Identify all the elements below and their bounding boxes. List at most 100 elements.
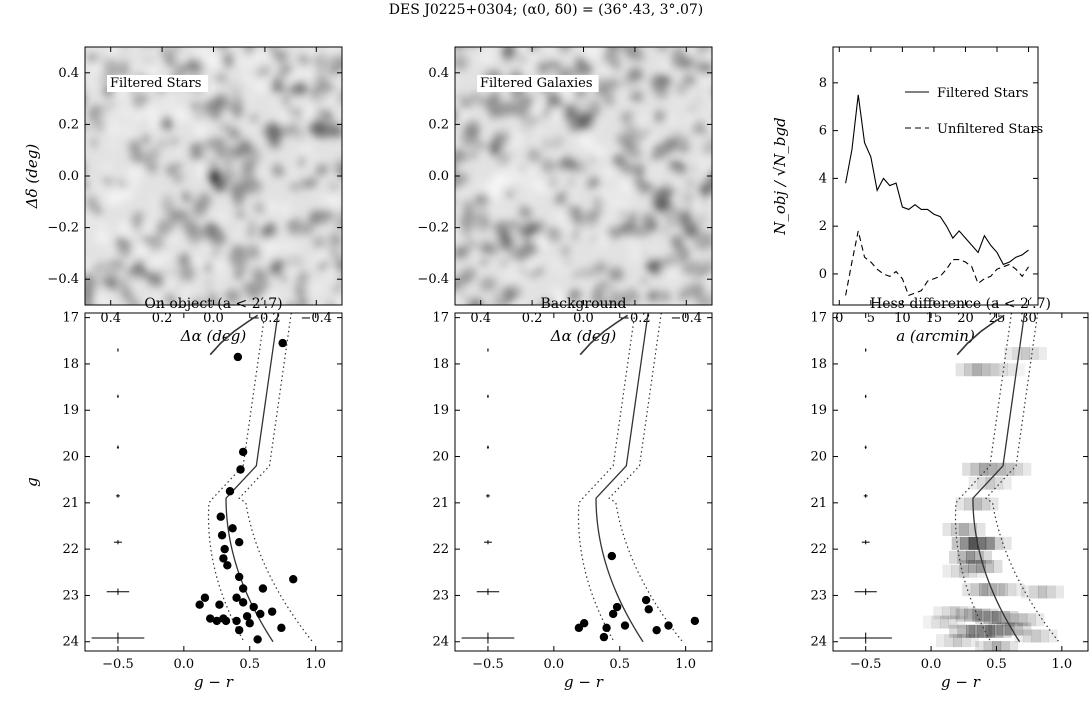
- density-blob: [553, 148, 562, 157]
- density-blob: [332, 261, 341, 269]
- density-blob: [279, 64, 291, 76]
- density-blob: [268, 97, 283, 112]
- star-point: [249, 602, 258, 612]
- density-blob: [663, 171, 680, 187]
- density-blob: [307, 176, 318, 187]
- horizontal-branch-line: [956, 314, 1005, 356]
- density-blob: [714, 89, 723, 98]
- x-tick-label: 0.2: [152, 311, 173, 326]
- density-blob: [461, 99, 472, 109]
- density-blob: [194, 125, 210, 141]
- hess-cell: [981, 497, 991, 511]
- cmd-panel-bottom-left: [91, 313, 314, 644]
- density-blob: [702, 137, 711, 146]
- y-tick-label: 22: [810, 542, 827, 557]
- isochrone-group: [577, 313, 684, 643]
- density-blob: [85, 175, 86, 178]
- density-blob: [609, 143, 616, 151]
- density-blob: [202, 93, 210, 100]
- density-blob: [128, 138, 140, 151]
- star-point: [242, 612, 252, 621]
- y-tick-label: 18: [62, 357, 79, 372]
- density-blob: [577, 132, 586, 142]
- hess-cell: [996, 622, 1006, 636]
- hess-cell: [1007, 363, 1017, 377]
- density-blob: [170, 138, 178, 146]
- hess-cell: [1022, 462, 1032, 476]
- density-blob: [227, 221, 246, 240]
- density-blob: [455, 114, 458, 124]
- density-blob: [711, 114, 712, 119]
- density-blob: [158, 140, 166, 148]
- density-blob: [515, 37, 523, 45]
- star-point: [220, 544, 229, 554]
- density-blob: [603, 94, 616, 106]
- star-point: [253, 635, 262, 644]
- density-blob: [696, 47, 707, 55]
- density-blob: [479, 275, 497, 293]
- density-blob: [335, 217, 342, 230]
- density-blob: [659, 47, 668, 52]
- hess-cell: [987, 462, 997, 476]
- density-blob: [214, 72, 228, 85]
- density-blob: [455, 229, 466, 244]
- density-blob: [224, 288, 242, 305]
- y-tick-label: 21: [810, 496, 827, 511]
- density-blob: [329, 234, 342, 249]
- density-blob: [676, 83, 688, 96]
- isochrone-group: [207, 313, 314, 643]
- density-blob: [499, 258, 510, 269]
- star-point: [289, 575, 298, 584]
- density-blob: [537, 184, 547, 193]
- density-blob: [252, 78, 269, 95]
- density-blob: [593, 231, 609, 248]
- density-blob: [497, 303, 506, 305]
- density-blob: [710, 157, 712, 165]
- density-blob: [165, 275, 179, 289]
- density-blob: [315, 90, 334, 109]
- x-tick-label: −0.5: [472, 657, 504, 672]
- density-blob: [674, 195, 690, 210]
- density-blob: [90, 38, 99, 47]
- x-tick-label: 0.4: [100, 311, 121, 326]
- density-blob: [592, 207, 602, 217]
- density-blob: [169, 234, 179, 244]
- density-blob: [673, 101, 682, 110]
- y-tick-label: 23: [62, 588, 79, 603]
- density-blob: [499, 204, 507, 212]
- density-blob: [85, 195, 99, 213]
- hess-cell: [955, 608, 965, 622]
- density-blob: [602, 189, 621, 207]
- density-blob: [684, 109, 699, 124]
- density-blob: [528, 270, 538, 281]
- density-blob: [527, 47, 539, 51]
- map-annotation: Filtered Galaxies: [480, 76, 593, 91]
- density-blob: [490, 91, 501, 102]
- density-blob: [460, 291, 467, 299]
- density-blob: [215, 210, 228, 223]
- panel-title: Background: [540, 296, 626, 312]
- density-blob: [204, 136, 220, 152]
- density-blob: [662, 184, 676, 197]
- hess-cell: [976, 522, 986, 536]
- star-point: [256, 609, 265, 619]
- density-blob: [145, 161, 158, 174]
- star-point: [221, 616, 231, 626]
- hess-cell: [955, 497, 965, 511]
- x-axis-label: a (arcmin): [896, 327, 975, 345]
- y-tick-label: 17: [62, 311, 79, 326]
- isochrone-bound-left: [577, 313, 636, 643]
- density-blob: [282, 122, 298, 139]
- hess-cell: [962, 462, 972, 476]
- axes-top-left: 0.4 0.2 0.0 −0.2 −0.4 0.4 0.2 0.0 −0.2 −0.4 Δα (de…: [23, 46, 343, 345]
- density-blob: [159, 262, 174, 277]
- x-tick-label: 0.5: [609, 657, 630, 672]
- hess-cell: [972, 497, 982, 511]
- x-axis-label: Δα (deg): [550, 327, 617, 345]
- density-blob: [315, 155, 324, 164]
- density-blob: [138, 216, 156, 233]
- density-blob: [526, 167, 537, 179]
- density-blob: [230, 75, 247, 91]
- density-blob: [335, 295, 342, 303]
